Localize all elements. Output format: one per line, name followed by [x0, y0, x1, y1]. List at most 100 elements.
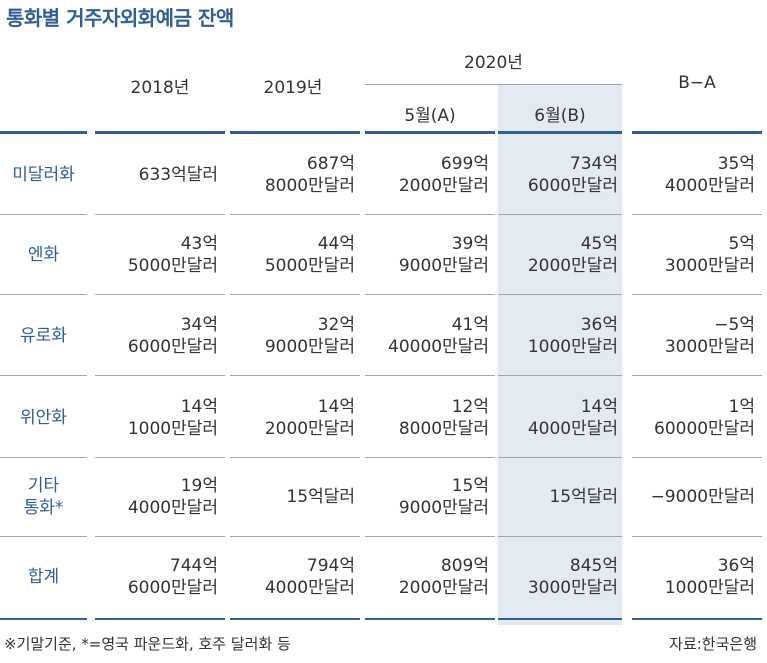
row-separator — [365, 457, 495, 458]
row-label: 유로화 — [0, 325, 87, 347]
row-label: 기타 통화* — [0, 475, 87, 519]
cell-line: 36억 — [717, 556, 755, 576]
row-separator — [230, 457, 360, 458]
cell-line: 60000만달러 — [654, 419, 755, 439]
cell-line: 699억 — [440, 154, 489, 174]
cell-june: 45억 2000만달러 — [528, 233, 618, 277]
row-label-line: 미달러화 — [12, 165, 75, 185]
row-separator — [365, 214, 495, 215]
cell-june: 845억 3000만달러 — [528, 555, 618, 599]
cell-diff: −9000만달러 — [651, 486, 755, 508]
cell-2018: 633억달러 — [139, 164, 218, 186]
header-rule-june — [498, 131, 622, 134]
cell-line: 809억 — [440, 556, 489, 576]
cell-line: 39억 — [451, 234, 489, 254]
cell-line: 4000만달러 — [664, 176, 755, 196]
cell-june: 36억 1000만달러 — [528, 314, 618, 358]
cell-2019: 15억달러 — [286, 486, 355, 508]
row-label: 합계 — [0, 566, 87, 588]
cell-2018: 14억 1000만달러 — [128, 396, 218, 440]
cell-2019: 794억 4000만달러 — [265, 555, 355, 599]
row-label-line: 위안화 — [20, 408, 67, 428]
header-2020: 2020년 — [464, 53, 523, 73]
cell-line: 6000만달러 — [127, 337, 218, 357]
cell-may: 12억 8000만달러 — [399, 396, 489, 440]
row-separator — [365, 375, 495, 376]
cell-line: 2000만달러 — [398, 578, 489, 598]
row-label-line: 기타 — [27, 476, 60, 496]
cell-line: 14억 — [580, 397, 618, 417]
cell-line: 744억 — [169, 556, 218, 576]
footnote: ※기말기준, *=영국 파운드화, 호주 달러화 등 — [4, 635, 291, 653]
cell-line: 1000만달러 — [527, 337, 618, 357]
header-rule-may — [365, 131, 495, 134]
row-separator — [632, 457, 762, 458]
cell-line: 36억 — [580, 315, 618, 335]
cell-diff: 36억 1000만달러 — [665, 555, 755, 599]
row-separator — [230, 536, 360, 537]
header-2020-divider — [365, 84, 622, 85]
cell-line: 8000만달러 — [398, 419, 489, 439]
cell-2019: 44억 5000만달러 — [265, 233, 355, 277]
row-label-line: 유로화 — [20, 326, 67, 346]
row-separator — [632, 214, 762, 215]
cell-line: 15억 — [451, 476, 489, 496]
cell-line: 15억달러 — [286, 487, 355, 507]
cell-line: 12억 — [451, 397, 489, 417]
cell-line: 6000만달러 — [527, 176, 618, 196]
header-diff: B−A — [678, 73, 716, 93]
table-bottom-rule — [0, 618, 87, 620]
cell-line: 794억 — [306, 556, 355, 576]
row-separator — [230, 214, 360, 215]
row-separator — [95, 375, 225, 376]
row-separator — [498, 536, 622, 537]
cell-line: 5000만달러 — [127, 256, 218, 276]
cell-line: 5억 — [728, 234, 755, 254]
header-2019: 2019년 — [263, 78, 323, 98]
header-rule-diff — [632, 131, 762, 134]
cell-line: 633억달러 — [138, 165, 218, 185]
cell-line: 2000만달러 — [264, 419, 355, 439]
cell-line: 32억 — [317, 315, 355, 335]
header-2018: 2018년 — [130, 78, 190, 98]
cell-2018: 744억 6000만달러 — [128, 555, 218, 599]
row-label: 엔화 — [0, 244, 87, 266]
row-separator — [230, 375, 360, 376]
cell-line: 2000만달러 — [398, 176, 489, 196]
table-bottom-rule — [632, 618, 762, 620]
table-bottom-rule — [365, 618, 495, 620]
row-separator — [0, 375, 87, 376]
cell-line: 2000만달러 — [527, 256, 618, 276]
cell-line: 3000만달러 — [664, 337, 755, 357]
cell-line: −9000만달러 — [650, 487, 755, 507]
cell-line: 14억 — [317, 397, 355, 417]
cell-may: 809억 2000만달러 — [399, 555, 489, 599]
cell-line: 845억 — [569, 556, 618, 576]
highlight-column-june — [498, 85, 622, 625]
table-bottom-rule — [498, 618, 622, 620]
cell-line: 3000만달러 — [527, 578, 618, 598]
cell-line: 1억 — [728, 397, 755, 417]
row-label-line: 엔화 — [27, 245, 60, 265]
row-label: 미달러화 — [0, 164, 87, 186]
row-separator — [0, 294, 87, 295]
cell-line: 3000만달러 — [664, 256, 755, 276]
cell-line: 45억 — [580, 234, 618, 254]
cell-line: 44억 — [317, 234, 355, 254]
table-title: 통화별 거주자외화예금 잔액 — [6, 6, 234, 30]
cell-june: 15억달러 — [549, 486, 618, 508]
row-separator — [632, 536, 762, 537]
cell-line: 9000만달러 — [264, 337, 355, 357]
cell-line: 4000만달러 — [264, 578, 355, 598]
cell-diff: −5억 3000만달러 — [665, 314, 755, 358]
cell-line: 15억달러 — [549, 487, 618, 507]
source-credit: 자료:한국은행 — [669, 635, 757, 653]
row-separator — [498, 214, 622, 215]
cell-line: 734억 — [569, 154, 618, 174]
cell-2018: 34억 6000만달러 — [128, 314, 218, 358]
cell-line: 14억 — [180, 397, 218, 417]
cell-line: 34억 — [180, 315, 218, 335]
cell-may: 15억 9000만달러 — [399, 475, 489, 519]
cell-line: 4000만달러 — [127, 498, 218, 518]
cell-may: 41억 40000만달러 — [388, 314, 489, 358]
